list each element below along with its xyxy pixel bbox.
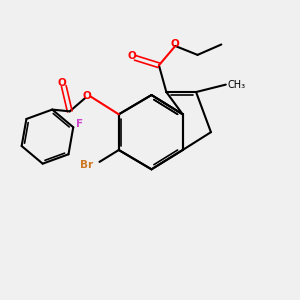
Text: CH₃: CH₃	[227, 80, 245, 90]
Text: O: O	[128, 51, 136, 62]
Text: Br: Br	[80, 160, 93, 170]
Text: F: F	[76, 119, 83, 129]
Text: O: O	[82, 91, 91, 101]
Text: O: O	[171, 40, 180, 50]
Text: O: O	[58, 78, 67, 88]
